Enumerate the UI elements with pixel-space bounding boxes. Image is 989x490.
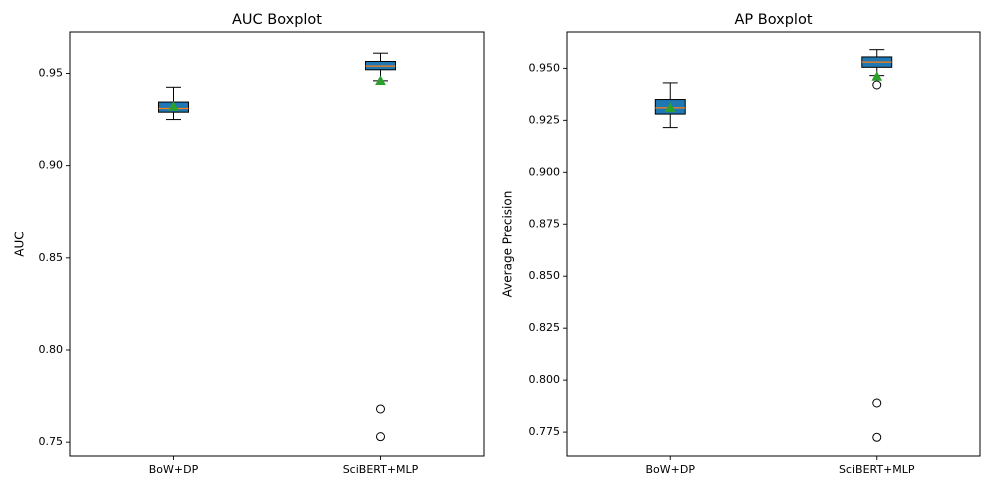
x-tick-label: SciBERT+MLP	[343, 463, 419, 476]
y-tick-label: 0.925	[529, 113, 561, 126]
y-tick-label: 0.85	[39, 251, 64, 264]
chart-title: AUC Boxplot	[232, 12, 322, 28]
outlier-point	[376, 404, 385, 414]
mean-marker	[664, 102, 676, 112]
box-scibert-mlp	[364, 52, 397, 442]
x-tick-label: SciBERT+MLP	[839, 463, 915, 476]
box-bow-dp	[157, 86, 190, 121]
y-tick-label: 0.950	[529, 61, 561, 74]
x-tick-label: BoW+DP	[149, 463, 199, 476]
y-axis-label: AUC	[13, 231, 27, 256]
y-tick-label: 0.95	[39, 66, 64, 79]
y-tick-label: 0.775	[529, 425, 561, 438]
axes-frame	[69, 31, 485, 457]
y-tick-label: 0.90	[39, 159, 64, 172]
box-scibert-mlp	[861, 49, 893, 442]
x-tick-label: BoW+DP	[646, 463, 696, 476]
y-tick-label: 0.75	[39, 435, 64, 448]
y-axis-label: Average Precision	[501, 191, 515, 298]
y-tick-label: 0.80	[39, 343, 64, 356]
y-tick-label: 0.875	[529, 217, 561, 230]
chart-title: AP Boxplot	[734, 12, 812, 28]
y-tick-label: 0.825	[529, 321, 561, 334]
mean-marker	[871, 71, 883, 81]
y-tick-label: 0.850	[529, 269, 561, 282]
box-bow-dp	[654, 82, 686, 129]
axes-frame	[566, 31, 981, 457]
mean-marker	[375, 75, 386, 85]
panel-ap: AP Boxplot Average Precision 0.775 0.800 0.8…	[501, 12, 981, 476]
outlier-point	[872, 432, 882, 442]
y-tick-label: 0.900	[529, 165, 561, 178]
outlier-point	[376, 432, 385, 442]
panel-auc: AUC Boxplot AUC 0.75 0.80 0.85 0.90 0.95 BoW+DP…	[13, 12, 485, 476]
outlier-point	[872, 398, 882, 408]
outlier-point	[872, 80, 882, 90]
y-tick-label: 0.800	[529, 373, 561, 386]
mean-marker	[168, 101, 179, 111]
